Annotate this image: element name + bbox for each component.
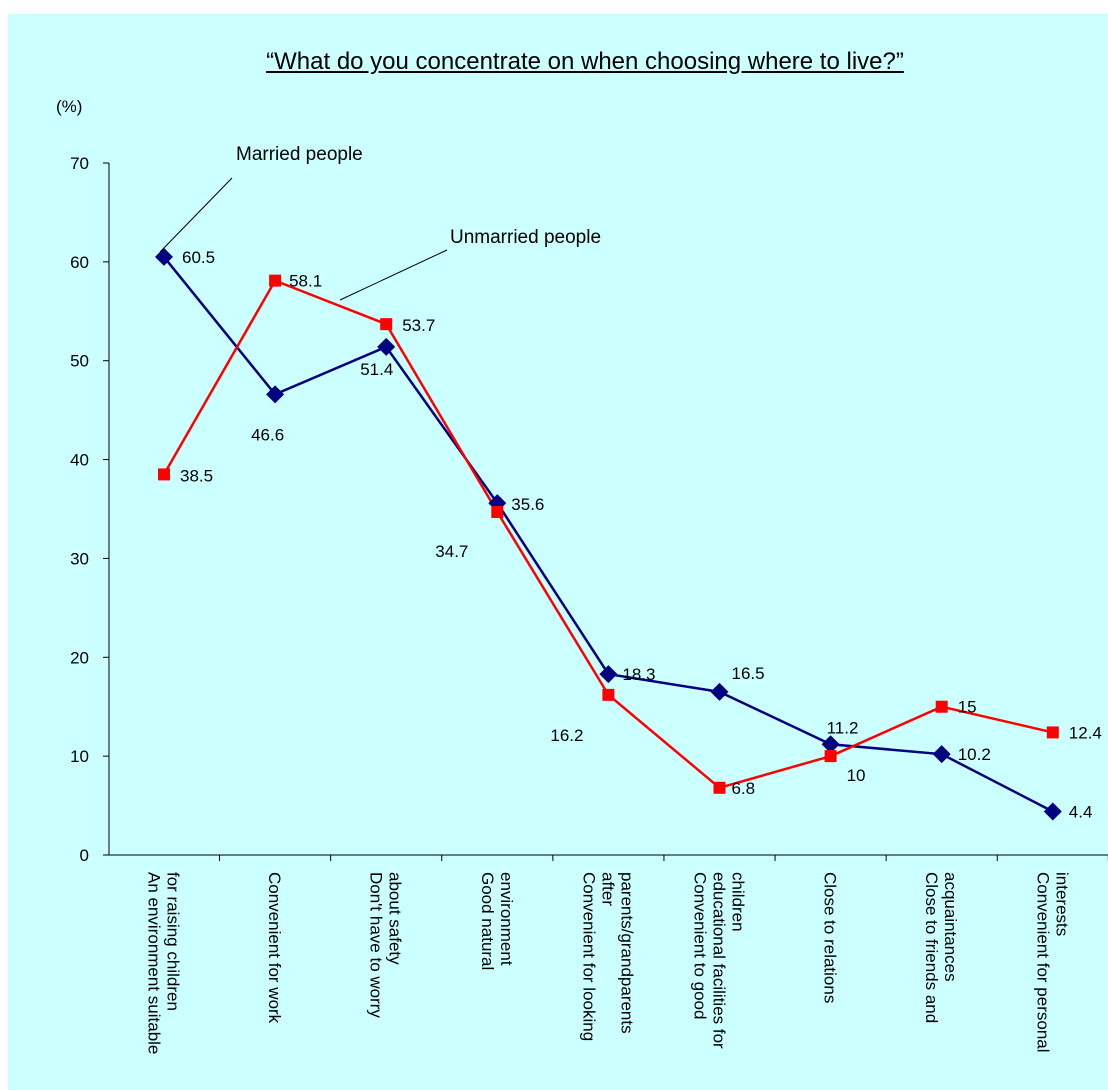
y-tick-label: 70 xyxy=(70,154,89,173)
data-label: 60.5 xyxy=(182,248,215,267)
data-label: 18.3 xyxy=(622,665,655,684)
data-label: 15 xyxy=(958,698,977,717)
y-tick-label: 50 xyxy=(70,352,89,371)
data-point-married xyxy=(599,665,618,684)
x-tick-label: Convenient for work xyxy=(265,872,284,1024)
data-point-married xyxy=(1043,802,1062,821)
series-name-married: Married people xyxy=(236,144,363,165)
data-point-unmarried xyxy=(824,750,837,763)
data-point-married xyxy=(377,337,396,356)
data-point-unmarried xyxy=(602,688,615,701)
data-label: 38.5 xyxy=(180,466,213,485)
data-label: 11.2 xyxy=(827,718,859,737)
x-tick-label: Convenient for personalinterests xyxy=(1033,872,1071,1053)
x-tick-label: Convenient to goodeducational facilities… xyxy=(691,872,748,1049)
data-label: 51.4 xyxy=(360,360,393,379)
married-leader-line xyxy=(159,177,233,253)
series-line-married xyxy=(163,256,1054,813)
unmarried-leader-line xyxy=(339,249,448,301)
data-point-married xyxy=(821,735,840,754)
data-point-married xyxy=(266,385,285,404)
y-tick-label: 40 xyxy=(70,451,89,470)
y-tick-label: 10 xyxy=(70,747,89,766)
x-tick-label: Good naturalenvironment xyxy=(478,872,516,970)
x-tick-label: An environment suitablefor raising child… xyxy=(145,872,183,1054)
y-axis-label: (%) xyxy=(56,97,82,116)
data-point-married xyxy=(710,682,729,701)
data-label: 46.6 xyxy=(251,425,284,444)
data-point-unmarried xyxy=(380,318,393,331)
data-label: 12.4 xyxy=(1069,723,1102,742)
data-label: 53.7 xyxy=(402,316,435,335)
y-tick-label: 0 xyxy=(80,846,89,865)
data-label: 6.8 xyxy=(732,779,756,798)
data-point-unmarried xyxy=(935,700,948,713)
data-point-married xyxy=(155,247,173,266)
data-point-unmarried xyxy=(491,505,504,518)
y-tick-label: 60 xyxy=(70,253,89,272)
data-point-married xyxy=(932,745,951,764)
chart-title: “What do you concentrate on when choosin… xyxy=(266,48,904,75)
data-label: 58.1 xyxy=(289,272,322,291)
x-tick-label: Close to relations xyxy=(821,872,840,1003)
data-label: 35.6 xyxy=(511,495,544,514)
series-name-unmarried: Unmarried people xyxy=(450,227,601,248)
chart-background xyxy=(8,14,1108,1090)
data-point-unmarried xyxy=(1046,726,1059,739)
data-label: 10 xyxy=(847,766,866,785)
y-tick-label: 20 xyxy=(70,648,89,667)
data-label: 4.4 xyxy=(1069,803,1093,822)
data-point-unmarried xyxy=(713,781,726,794)
data-point-unmarried xyxy=(158,468,170,481)
data-label: 10.2 xyxy=(958,745,991,764)
data-label: 16.5 xyxy=(732,664,765,683)
series-line-unmarried xyxy=(162,279,1054,790)
x-tick-label: Convenient for lookingafterparents/grand… xyxy=(579,872,636,1041)
x-tick-label: Don't have to worryabout safety xyxy=(367,872,405,1018)
data-point-unmarried xyxy=(269,274,282,287)
y-tick-label: 30 xyxy=(70,549,89,568)
x-tick-label: Close to friends andacquaintances xyxy=(922,872,960,1023)
data-label: 34.7 xyxy=(435,542,468,561)
data-label: 16.2 xyxy=(550,726,583,745)
